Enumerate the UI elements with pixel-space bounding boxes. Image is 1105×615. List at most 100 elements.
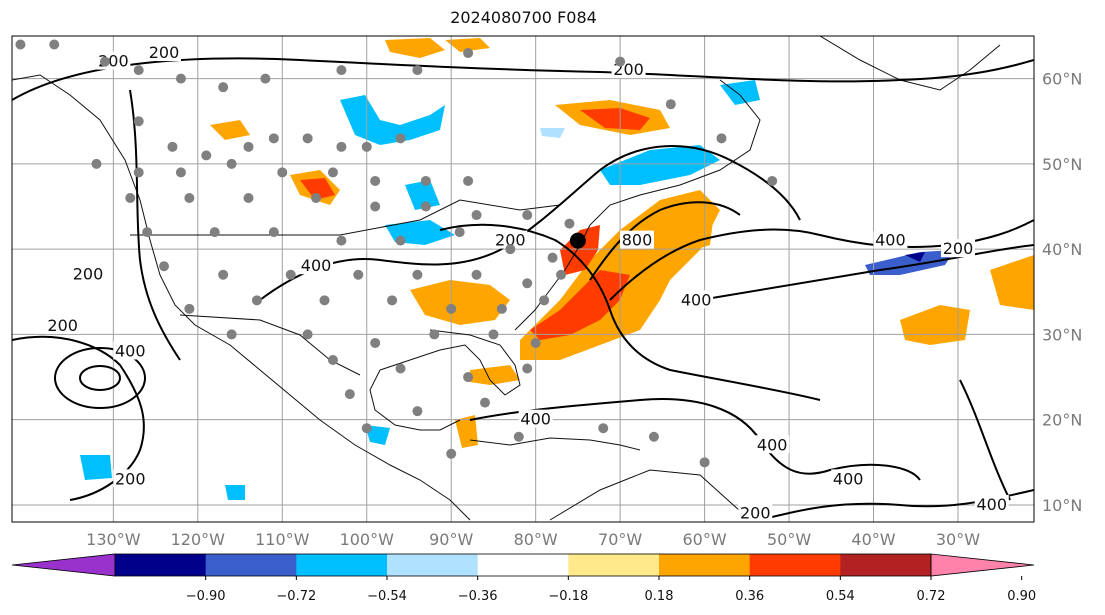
latitude-label: 10°N (1042, 496, 1082, 515)
colorbar-segment (568, 554, 660, 576)
station-marker (395, 133, 406, 144)
contour-400-trough (259, 145, 801, 301)
contour-label-bg (940, 239, 975, 258)
us-mexico-border (179, 314, 361, 376)
station-marker (201, 150, 212, 161)
contour-label-bg (974, 494, 1009, 513)
station-marker (260, 73, 271, 84)
station-marker (361, 423, 372, 434)
latitude-label: 30°N (1042, 325, 1082, 344)
contour-label: 400 (301, 256, 332, 275)
colorbar-segment (115, 554, 207, 576)
colorbar-tick-label: −0.18 (548, 589, 588, 604)
station-marker (598, 423, 609, 434)
station-marker (479, 397, 490, 408)
contour-label: 400 (115, 341, 146, 360)
station-marker (767, 175, 778, 186)
colorbar-extend-high (930, 553, 1035, 577)
station-marker (454, 227, 465, 238)
contour-inner-low (79, 365, 121, 391)
contour-label-bg (679, 290, 714, 309)
station-marker (370, 337, 381, 348)
station-marker (353, 269, 364, 280)
station-marker (420, 201, 431, 212)
colorbar-tick-label: 0.72 (917, 589, 946, 604)
contour-label-bg (71, 264, 106, 283)
contour-200-west (129, 89, 181, 361)
storm-center-marker (569, 232, 586, 249)
station-marker (463, 372, 474, 383)
station-marker (344, 389, 355, 400)
colorbar-segment (387, 554, 479, 576)
station-marker (133, 167, 144, 178)
contour-label-bg (147, 43, 182, 62)
contour-label: 200 (115, 469, 146, 488)
station-marker (412, 406, 423, 417)
station-marker (285, 269, 296, 280)
station-marker (370, 175, 381, 186)
station-marker (218, 82, 229, 93)
contour-label: 200 (740, 503, 771, 522)
station-marker (530, 337, 541, 348)
station-marker (648, 431, 659, 442)
station-marker (277, 167, 288, 178)
latitude-label: 50°N (1042, 155, 1082, 174)
contour-label: 400 (681, 290, 712, 309)
colorbar-tick-label: −0.90 (186, 589, 226, 604)
longitude-label: 50°W (767, 530, 811, 549)
map-border (11, 35, 1035, 523)
station-marker (539, 295, 550, 306)
shade-orange-southeast (410, 280, 510, 325)
station-marker (99, 56, 110, 67)
contour-label: 200 (495, 231, 526, 250)
coastlines (12, 36, 1001, 521)
shade-orange-east-atlantic (900, 305, 970, 345)
us-canada-border (130, 199, 561, 236)
station-marker (133, 116, 144, 127)
contour-label-bg (113, 341, 148, 360)
shade-blue-pacific2 (225, 485, 245, 500)
colorbar-segment (477, 554, 569, 576)
colorbar-ticks: −0.90 −0.72 −0.54 −0.36 −0.18 0.18 0.36 0.54 0.7… (186, 576, 1036, 604)
latitude-label: 20°N (1042, 411, 1082, 430)
contour-200-north (12, 57, 1034, 101)
colorbar-segment (749, 554, 841, 576)
station-marker (327, 167, 338, 178)
station-marker (665, 99, 676, 110)
contour-label-bg (518, 409, 553, 428)
station-marker (268, 227, 279, 238)
shade-blue-pacific (80, 455, 112, 480)
station-marker (522, 363, 533, 374)
anomaly-shading (80, 38, 1034, 500)
shade-orange-central-america (455, 415, 478, 448)
longitude-label: 60°W (683, 530, 727, 549)
station-marker (336, 141, 347, 152)
shade-orange-north2 (445, 38, 490, 52)
station-marker (268, 133, 279, 144)
station-marker (361, 141, 372, 152)
station-marker (395, 235, 406, 246)
contour-label: 200 (73, 265, 104, 284)
shade-orange-far-east (990, 255, 1034, 310)
station-marker (226, 329, 237, 340)
station-marker (463, 175, 474, 186)
contour-label: 400 (757, 435, 788, 454)
station-marker (488, 329, 499, 340)
colorbar-extend-low (11, 553, 116, 577)
station-marker (243, 193, 254, 203)
station-marker (387, 295, 398, 306)
contour-label-bg (873, 230, 908, 249)
longitude-label: 110°W (255, 530, 310, 549)
colorbar-tick-label: −0.54 (367, 589, 407, 604)
station-marker (251, 295, 262, 306)
contour-label-bg (45, 315, 80, 334)
gulf-coast (369, 329, 521, 431)
station-marker (420, 175, 431, 186)
station-marker (564, 218, 575, 229)
station-marker (226, 158, 237, 169)
contour-label-bg (831, 469, 866, 488)
station-marker (395, 363, 406, 374)
latitude-label: 60°N (1042, 70, 1082, 89)
station-marker (327, 355, 338, 365)
